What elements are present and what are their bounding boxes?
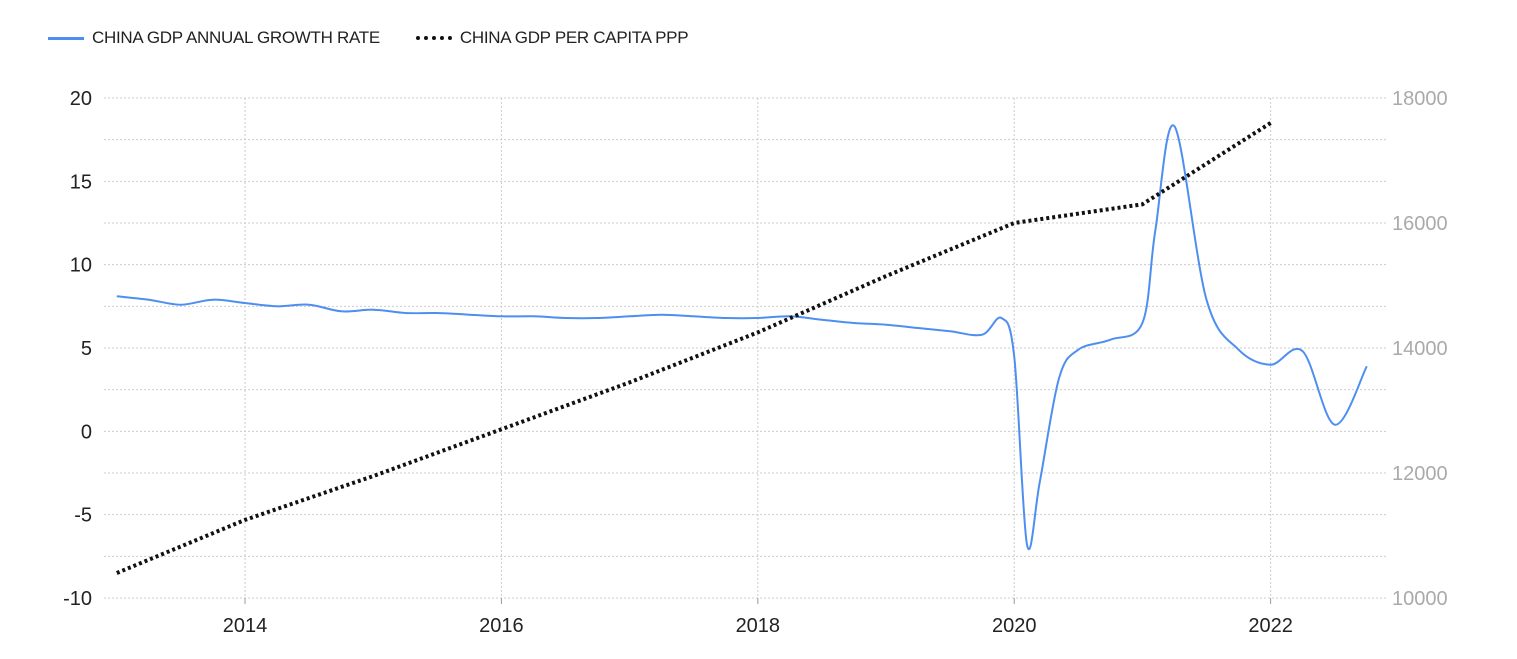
x-tick-label: 2018 <box>736 615 781 637</box>
legend-label-gdp-per-capita: CHINA GDP PER CAPITA PPP <box>459 28 689 47</box>
series-lines <box>116 121 1368 575</box>
y-tick-label-left: 20 <box>70 88 92 110</box>
y-tick-label-right: 10000 <box>1392 588 1448 610</box>
x-axis: 2014 2016 2018 2020 2022 <box>223 598 1293 637</box>
x-tick-label: 2014 <box>223 615 268 637</box>
legend-item-growth-rate[interactable]: CHINA GDP ANNUAL GROWTH RATE <box>48 28 380 48</box>
y-tick-label-left: 5 <box>81 338 92 360</box>
series-line-gdp-per-capita-ppp <box>116 121 1272 575</box>
y-tick-label-left: 15 <box>70 171 92 193</box>
legend-item-gdp-per-capita[interactable]: CHINA GDP PER CAPITA PPP <box>415 28 689 48</box>
y-tick-label-right: 16000 <box>1392 213 1448 235</box>
y-tick-label-left: -10 <box>63 588 92 610</box>
left-axis: -10 -5 0 5 10 15 20 <box>63 88 92 610</box>
legend-swatch-dotted <box>415 36 452 40</box>
y-tick-label-left: -5 <box>74 505 92 527</box>
legend-label-growth-rate: CHINA GDP ANNUAL GROWTH RATE <box>92 28 380 47</box>
x-tick-label: 2020 <box>992 615 1037 637</box>
y-tick-label-right: 14000 <box>1392 338 1448 360</box>
y-tick-label-right: 12000 <box>1392 463 1448 485</box>
series-line-gdp-growth-rate <box>116 124 1368 551</box>
legend-swatch-solid <box>48 36 84 40</box>
y-tick-label-left: 10 <box>70 255 92 277</box>
right-axis: 10000 12000 14000 16000 18000 <box>1392 88 1448 610</box>
y-tick-label-left: 0 <box>81 421 92 443</box>
chart-legend: CHINA GDP ANNUAL GROWTH RATE CHINA GDP P… <box>48 26 689 50</box>
y-tick-label-right: 18000 <box>1392 88 1448 110</box>
x-tick-label: 2022 <box>1248 615 1293 637</box>
x-tick-label: 2016 <box>479 615 524 637</box>
